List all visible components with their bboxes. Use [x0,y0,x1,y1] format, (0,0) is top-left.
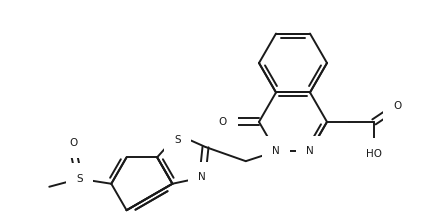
Text: HO: HO [366,149,382,159]
Text: N: N [272,146,280,156]
Text: N: N [199,172,206,182]
Text: O: O [219,117,227,127]
Text: S: S [174,135,181,145]
Text: N: N [306,146,314,156]
Text: S: S [76,174,83,184]
Text: O: O [69,138,77,148]
Text: O: O [394,101,402,111]
